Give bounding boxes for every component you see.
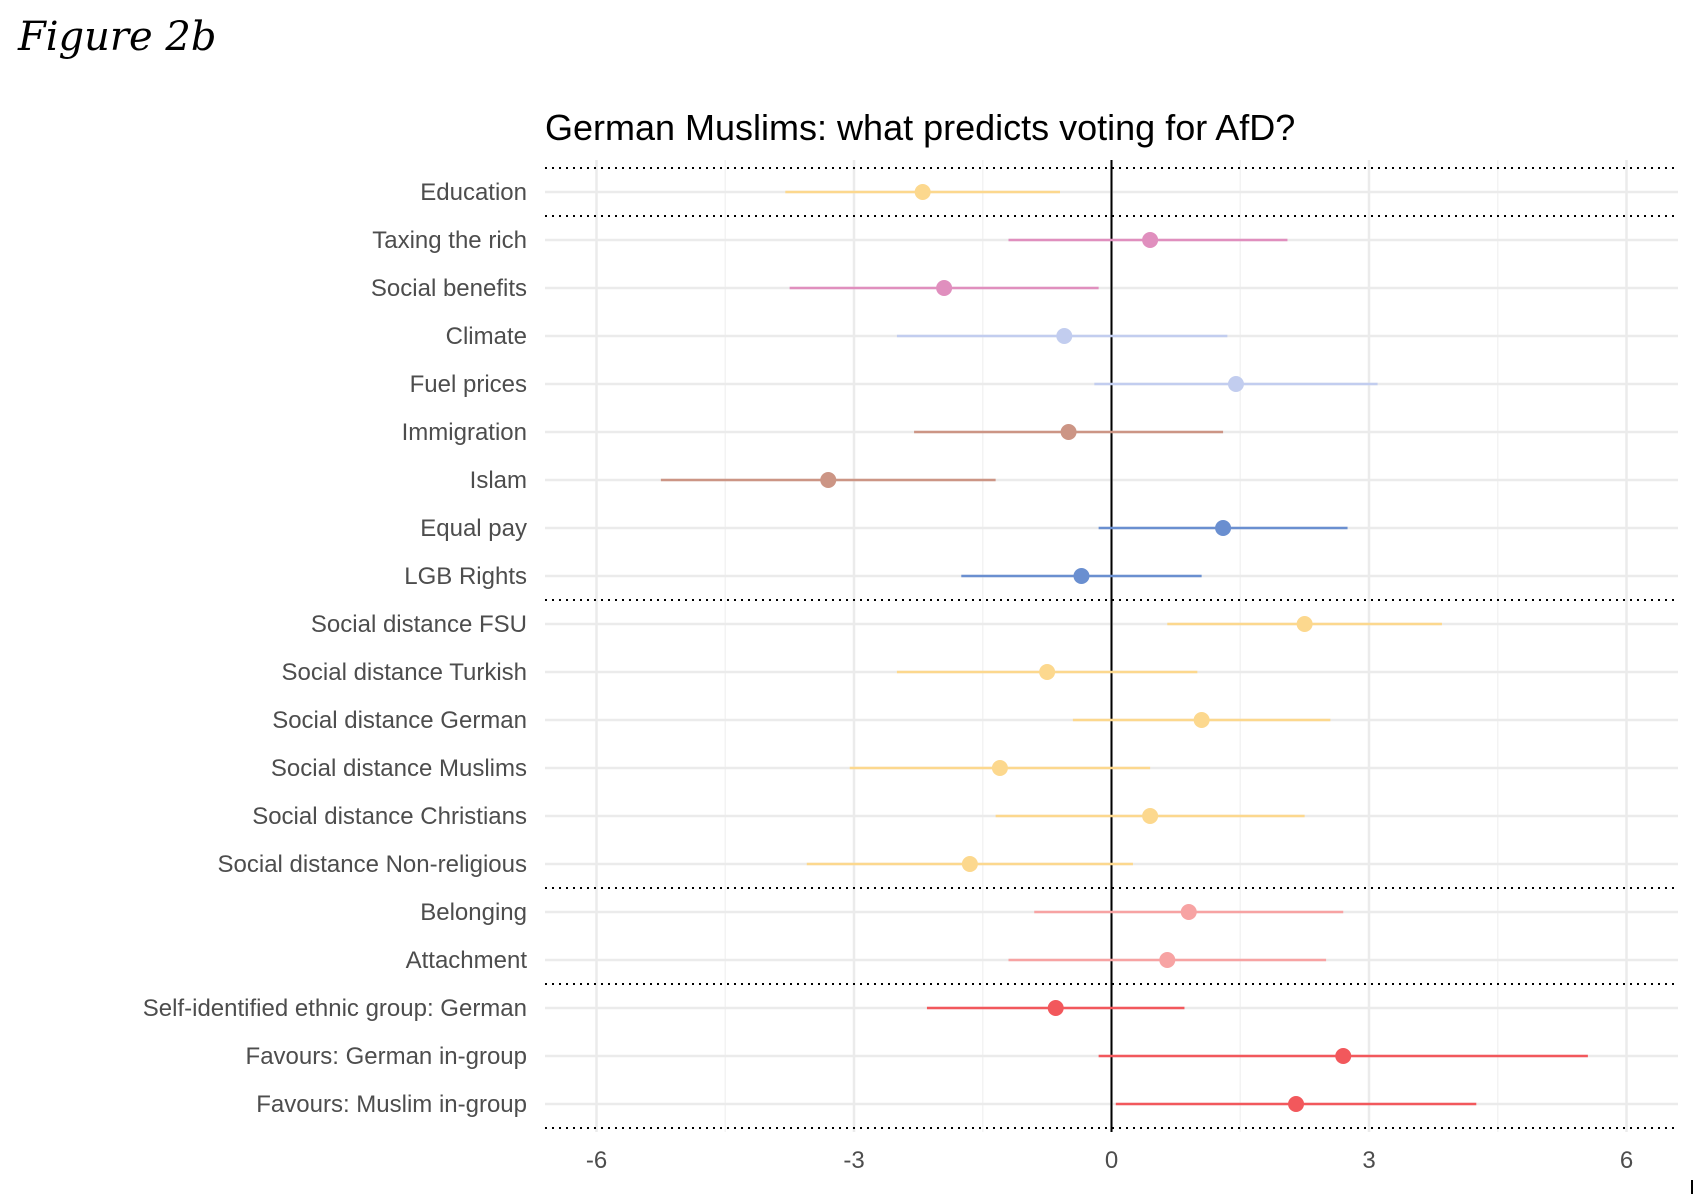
y-tick-label: Taxing the rich [372,227,527,254]
marks-layer [660,184,1588,1112]
y-tick-label: Self-identified ethnic group: German [143,995,527,1022]
y-tick-label: Favours: Muslim in-group [256,1091,527,1118]
point-estimate [1159,952,1176,968]
x-ticks-layer: -6 -3 0 3 6 [586,1147,1633,1174]
point-estimate [1335,1048,1352,1064]
point-estimate [1142,232,1159,248]
x-tick-label: 6 [1620,1147,1633,1174]
point-estimate [1180,904,1197,920]
point-estimate [991,760,1008,776]
point-estimate [1060,424,1077,440]
point-estimate [1288,1096,1305,1112]
y-labels-layer: Education Taxing the rich Social benefits C… [143,179,528,1118]
point-estimate [1227,376,1244,392]
point-estimate [914,184,931,200]
y-tick-label: Islam [470,467,527,494]
point-estimate [936,280,953,296]
x-tick-label: -3 [843,1147,864,1174]
y-tick-label: Equal pay [420,515,527,542]
y-tick-label: Social distance FSU [311,611,527,638]
y-tick-label: Social distance Non-religious [218,851,528,878]
point-estimate [820,472,837,488]
y-tick-label: Social distance Christians [252,803,527,830]
chart-title: German Muslims: what predicts voting for… [545,107,1295,148]
y-tick-label: Fuel prices [410,371,527,398]
y-tick-label: Climate [446,323,527,350]
y-tick-label: Favours: German in-group [246,1043,527,1070]
figure-label: Figure 2b [18,14,217,60]
y-tick-label: LGB Rights [404,563,527,590]
point-estimate [1215,520,1232,536]
y-tick-label: Social benefits [371,275,527,302]
point-estimate [1039,664,1056,680]
y-tick-label: Attachment [406,947,528,974]
point-estimate [1296,616,1313,632]
point-estimate [1142,808,1159,824]
y-tick-label: Social distance Turkish [282,659,527,686]
y-tick-label: Immigration [402,419,527,446]
x-tick-label: 3 [1362,1147,1375,1174]
y-tick-label: Social distance German [272,707,527,734]
x-tick-label: 0 [1105,1147,1118,1174]
point-estimate [1056,328,1073,344]
y-tick-label: Belonging [420,899,527,926]
point-estimate [1073,568,1090,584]
y-tick-label: Education [420,179,527,206]
point-estimate [961,856,978,872]
point-estimate [1193,712,1210,728]
x-tick-label: -6 [586,1147,607,1174]
point-estimate [1047,1000,1064,1016]
y-tick-label: Social distance Muslims [271,755,527,782]
